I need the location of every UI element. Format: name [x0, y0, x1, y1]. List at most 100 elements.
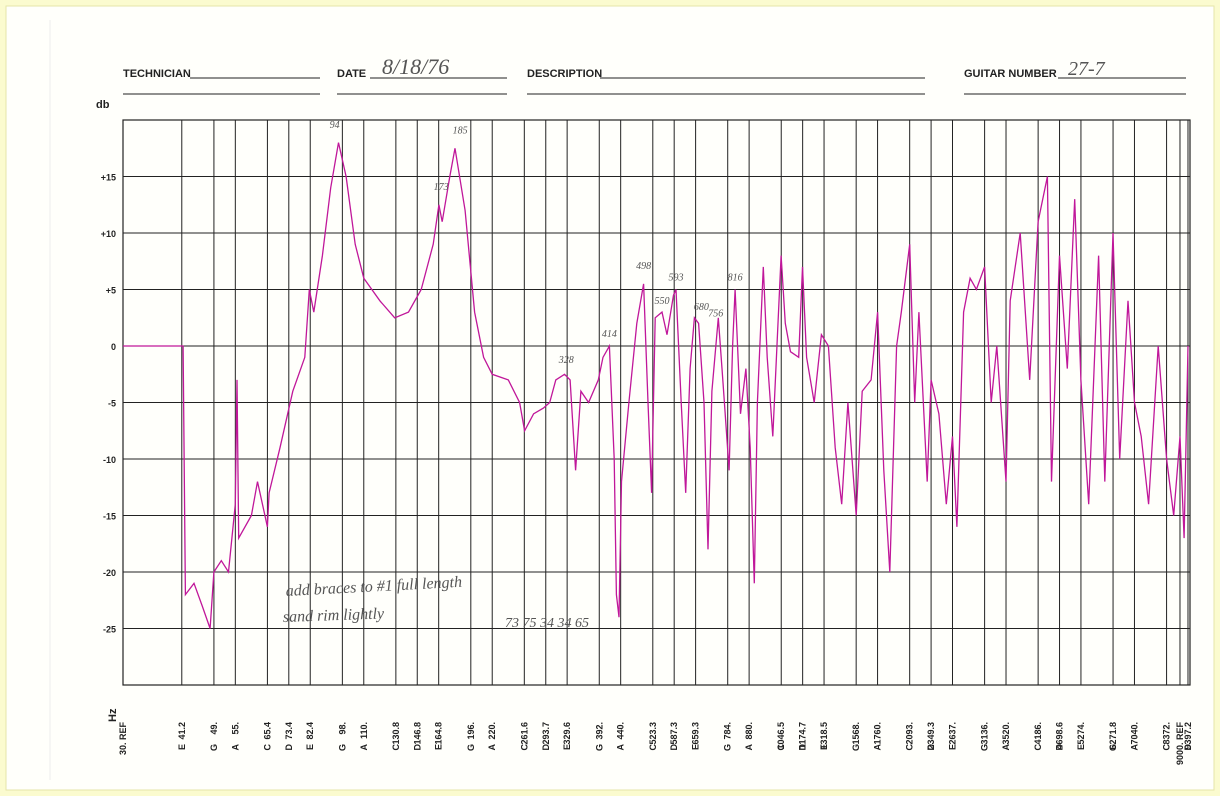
note-label: D [1055, 744, 1065, 751]
x-tick-label: 73.4 [284, 722, 294, 740]
note-label: D [669, 744, 679, 751]
y-axis-label: db [96, 99, 110, 111]
x-tick-label: 440. [616, 722, 626, 740]
note-label: E [562, 744, 572, 750]
note-label: A [359, 744, 369, 751]
x-tick-label: 659.3 [691, 722, 701, 745]
x-tick-label: 880. [744, 722, 754, 740]
technician-label: TECHNICIAN [123, 68, 191, 80]
x-tick-label: 82.4 [305, 722, 315, 740]
note-label: A [1129, 744, 1139, 751]
note-label: E [819, 744, 829, 750]
guitar-number-label: GUITAR NUMBER [964, 68, 1057, 80]
note-label: G [980, 744, 990, 751]
y-tick-label: +15 [101, 173, 116, 183]
note-label: G [723, 744, 733, 751]
x-tick-label: 30. REF [118, 722, 128, 756]
note-label: D [926, 744, 936, 751]
x-tick-label: 130.8 [391, 722, 401, 745]
y-tick-label: -10 [103, 455, 116, 465]
x-tick-label: 5274. [1076, 722, 1086, 745]
x-tick-label: 65.4 [262, 722, 272, 740]
x-tick-label: 4698.6 [1055, 722, 1065, 750]
note-label: C [519, 744, 529, 751]
x-tick-label: 49. [209, 722, 219, 735]
note-label: A [873, 744, 883, 751]
x-tick-label: 1174.7 [798, 722, 808, 749]
x-tick-label: 220. [487, 722, 497, 740]
note-label: G [209, 744, 219, 751]
note-label: A [1001, 744, 1011, 751]
paper [5, 5, 1215, 791]
x-tick-label: 110. [359, 722, 369, 739]
peak-label: 816 [728, 272, 743, 283]
description-label: DESCRIPTION [527, 68, 602, 80]
x-tick-label: 4186. [1033, 722, 1043, 745]
x-tick-label: 293.7 [541, 722, 551, 745]
note-label: C [905, 744, 915, 751]
x-tick-label: 7040. [1129, 722, 1139, 745]
peak-label: 498 [636, 261, 651, 272]
x-tick-label: 98. [337, 722, 347, 735]
peak-label: 593 [668, 272, 683, 283]
y-tick-label: 0 [111, 342, 116, 352]
y-tick-label: -25 [103, 625, 116, 635]
x-axis-label: Hz [107, 708, 119, 722]
x-tick-label: 41.2 [177, 722, 187, 740]
x-tick-label: 329.6 [562, 722, 572, 745]
note-label: E [691, 744, 701, 750]
note-label: D [798, 744, 808, 751]
x-tick-label: 9397.2 [1183, 722, 1193, 750]
x-tick-label: 1760. [873, 722, 883, 745]
date-value: 8/18/76 [382, 54, 449, 79]
note-label: D [412, 744, 422, 751]
note-label: A [230, 744, 240, 751]
x-tick-label: 8372. [1162, 722, 1172, 745]
x-tick-label: 1046.5 [776, 722, 786, 750]
note-label: A [487, 744, 497, 751]
peak-label: 756 [708, 309, 723, 320]
note-label: D [284, 744, 294, 751]
peak-label: 94 [330, 120, 340, 131]
x-tick-label: 2093. [905, 722, 915, 745]
handwritten-note: 73 75 34 34 65 [505, 616, 589, 631]
x-tick-label: 3520. [1001, 722, 1011, 745]
x-tick-label: 784. [723, 722, 733, 740]
note-label: C [776, 744, 786, 751]
x-tick-label: 55. [230, 722, 240, 735]
handwritten-note: sand rim lightly [283, 605, 386, 626]
x-tick-label: 523.3 [648, 722, 658, 745]
note-label: C [262, 744, 272, 751]
note-label: E [1076, 744, 1086, 750]
y-tick-label: +10 [101, 229, 116, 239]
y-tick-label: -15 [103, 512, 116, 522]
y-tick-label: -5 [108, 399, 116, 409]
peak-label: 173 [434, 182, 449, 193]
note-label: C [391, 744, 401, 751]
y-tick-label: +5 [106, 286, 116, 296]
x-tick-label: 196. [466, 722, 476, 740]
note-label: D [541, 744, 551, 751]
x-tick-label: 164.8 [434, 722, 444, 745]
note-label: G [851, 744, 861, 751]
peak-label: 185 [453, 126, 468, 137]
note-label: G [466, 744, 476, 751]
note-label: G [594, 744, 604, 751]
x-tick-label: 392. [594, 722, 604, 740]
x-tick-label: 1568. [851, 722, 861, 745]
date-label: DATE [337, 68, 366, 80]
note-label: G [1108, 744, 1118, 751]
note-label: E [305, 744, 315, 750]
x-tick-label: 9000. REF [1175, 722, 1185, 766]
note-label: C [1033, 744, 1043, 751]
guitar-number-value: 27-7 [1068, 58, 1106, 80]
x-tick-label: 1318.5 [819, 722, 829, 750]
note-label: E [177, 744, 187, 750]
note-label: C [648, 744, 658, 751]
x-tick-label: 146.8 [412, 722, 422, 745]
note-label: D [1183, 744, 1193, 751]
x-tick-label: 261.6 [519, 722, 529, 745]
response-curve [123, 142, 1189, 629]
peak-label: 680 [694, 302, 709, 313]
